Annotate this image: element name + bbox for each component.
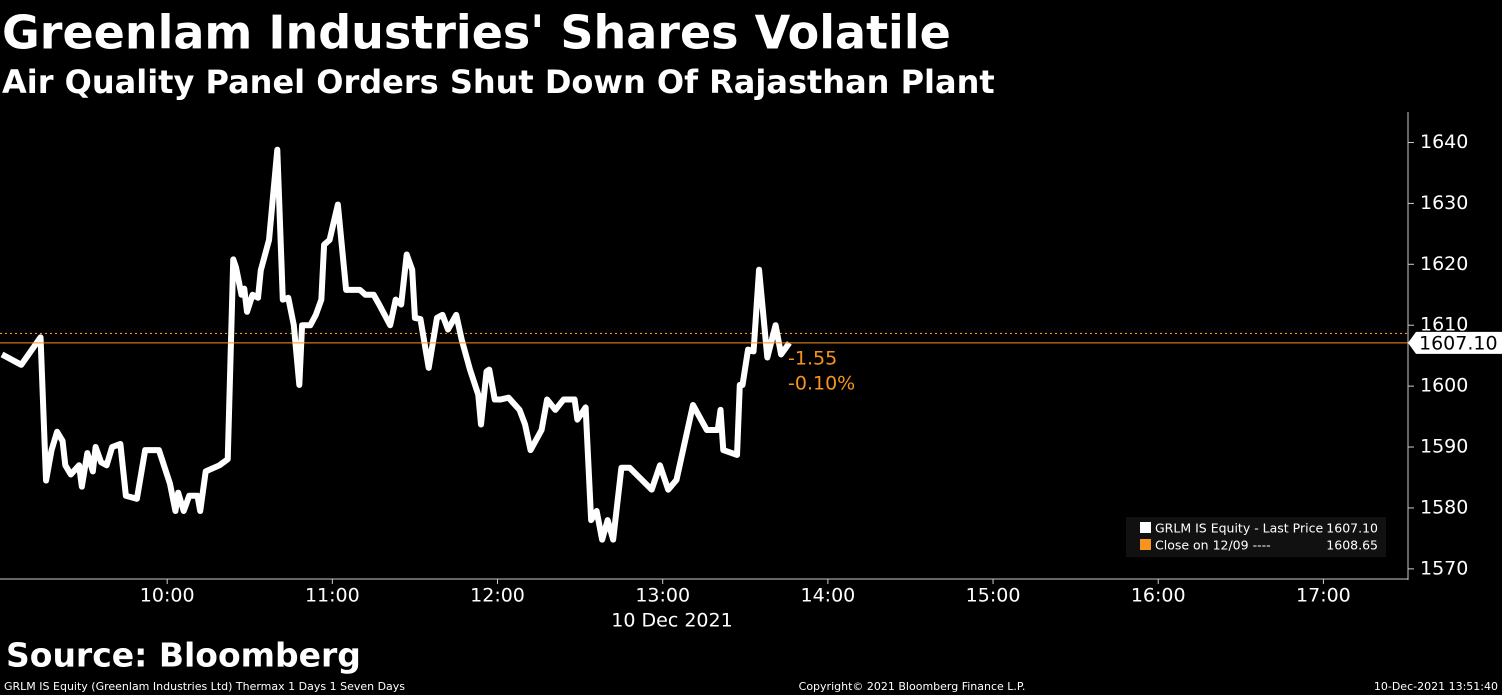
- copyright: Copyright© 2021 Bloomberg Finance L.P.: [799, 680, 1026, 693]
- legend-swatch: [1140, 522, 1151, 533]
- legend-box: [1126, 517, 1386, 557]
- source: Source: Bloomberg: [6, 636, 361, 675]
- y-tick-label: 1640: [1420, 131, 1468, 153]
- legend-value: 1608.65: [1326, 538, 1378, 553]
- timestamp: 10-Dec-2021 13:51:40: [1374, 680, 1498, 693]
- legend-swatch: [1140, 539, 1151, 550]
- chart-title: Greenlam Industries' Shares Volatile: [2, 6, 951, 60]
- y-tick-label: 1600: [1420, 375, 1468, 397]
- change-label: -1.55: [788, 348, 837, 370]
- legend-label: Close on 12/09 ----: [1155, 538, 1271, 553]
- x-tick-label: 14:00: [800, 585, 855, 607]
- last-price-tag: [1408, 331, 1502, 354]
- x-tick-label: 11:00: [305, 585, 360, 607]
- y-tick-label: 1590: [1420, 436, 1468, 458]
- change-pct-label: -0.10%: [788, 373, 855, 395]
- x-tick-label: 16:00: [1131, 585, 1186, 607]
- y-tick-label: 1620: [1420, 253, 1468, 275]
- price-line: [0, 146, 792, 543]
- x-tick-label: 13:00: [635, 585, 690, 607]
- x-tick-label: 15:00: [966, 585, 1021, 607]
- y-tick-label: 1630: [1420, 192, 1468, 214]
- legend-label: GRLM IS Equity - Last Price: [1155, 521, 1323, 536]
- x-axis-label: 10 Dec 2021: [611, 610, 732, 632]
- y-tick-label: 1580: [1420, 496, 1468, 518]
- x-tick-label: 17:00: [1296, 585, 1351, 607]
- last-price-label: 1607.10: [1419, 332, 1498, 354]
- chart-subtitle: Air Quality Panel Orders Shut Down Of Ra…: [2, 63, 995, 101]
- y-tick-label: 1570: [1420, 557, 1468, 579]
- y-tick-label: 1610: [1420, 314, 1468, 336]
- x-tick-label: 12:00: [470, 585, 525, 607]
- footnote: GRLM IS Equity (Greenlam Industries Ltd)…: [4, 680, 405, 693]
- legend-value: 1607.10: [1326, 521, 1378, 536]
- x-tick-label: 10:00: [140, 585, 195, 607]
